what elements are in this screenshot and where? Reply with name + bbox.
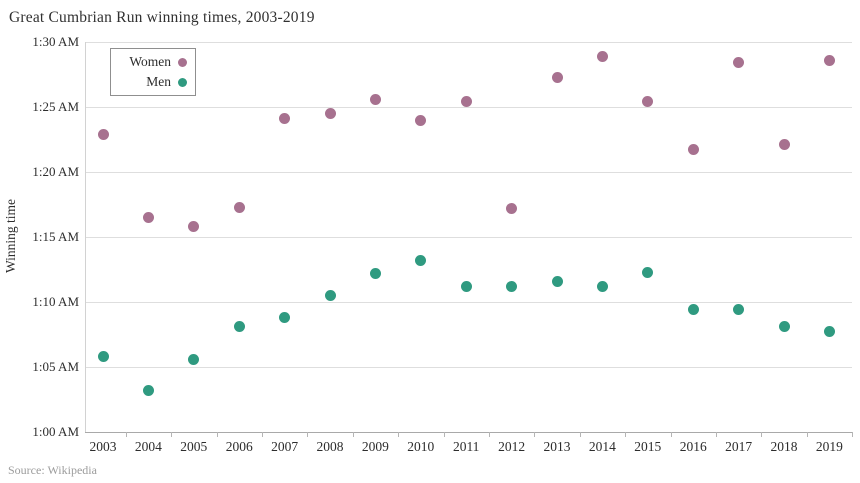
x-tick-2016 [715, 432, 717, 437]
x-tick-label-2014: 2014 [588, 439, 616, 454]
y-tick-label-1-25-AM: 1:25 AM [32, 99, 79, 114]
data-point-women-2019 [823, 54, 835, 66]
data-point-women-2015 [642, 96, 654, 108]
gridline-10 [85, 302, 852, 303]
x-tick-2003 [125, 432, 127, 437]
legend-swatch-women-icon [178, 57, 187, 67]
x-tick-2010 [443, 432, 445, 437]
y-tick-label-1-00-AM: 1:00 AM [32, 424, 79, 439]
data-point-men-2018 [778, 321, 790, 333]
x-tick-label-2004: 2004 [134, 439, 162, 454]
x-tick-label-2018: 2018 [770, 439, 798, 454]
data-point-women-2008 [324, 108, 336, 119]
legend-item-men: Men [117, 72, 187, 92]
x-tick-label-2008: 2008 [316, 439, 344, 454]
legend-label-women: Women [129, 54, 171, 69]
x-tick-2015 [670, 432, 672, 437]
x-tick-2019 [852, 432, 854, 437]
data-point-women-2018 [778, 139, 790, 151]
data-point-women-2014 [596, 50, 608, 62]
data-point-women-2017 [733, 57, 745, 69]
x-tick-label-2012: 2012 [498, 439, 526, 454]
data-point-men-2015 [642, 266, 654, 278]
y-tick-label-1-15-AM: 1:15 AM [32, 229, 79, 244]
source-note: Source: Wikipedia [8, 463, 97, 477]
y-tick-label-1-30-AM: 1:30 AM [32, 34, 79, 49]
legend-swatch-men-icon [178, 77, 187, 87]
x-tick-2009 [398, 432, 400, 437]
x-tick-2005 [216, 432, 218, 437]
data-point-men-2010 [415, 254, 427, 266]
data-point-women-2009 [369, 93, 381, 105]
data-point-men-2017 [733, 304, 745, 316]
legend-item-women: Women [117, 52, 187, 72]
data-point-men-2008 [324, 290, 336, 301]
x-tick-2014 [625, 432, 627, 437]
x-tick-label-2016: 2016 [679, 439, 707, 454]
x-tick-2011 [488, 432, 490, 437]
x-tick-label-2013: 2013 [543, 439, 571, 454]
x-tick-label-2017: 2017 [725, 439, 753, 454]
data-point-men-2012 [506, 280, 518, 292]
x-tick-2013 [579, 432, 581, 437]
data-point-women-2004 [142, 212, 154, 223]
data-point-men-2011 [460, 280, 472, 292]
data-point-men-2004 [142, 384, 154, 396]
data-point-women-2005 [188, 221, 200, 233]
x-tick-label-2010: 2010 [407, 439, 435, 454]
chart-title: Great Cumbrian Run winning times, 2003-2… [9, 9, 315, 26]
x-tick-2012 [534, 432, 536, 437]
data-point-men-2013 [551, 275, 563, 287]
data-point-men-2019 [823, 326, 835, 338]
x-tick-label-2019: 2019 [815, 439, 843, 454]
data-point-men-2009 [369, 267, 381, 279]
data-point-men-2016 [687, 304, 699, 316]
data-point-men-2007 [279, 312, 291, 324]
data-point-women-2011 [460, 96, 472, 108]
x-tick-2007 [307, 432, 309, 437]
y-tick-label-1-10-AM: 1:10 AM [32, 294, 79, 309]
x-tick-label-2007: 2007 [271, 439, 299, 454]
data-point-women-2006 [233, 201, 245, 213]
x-tick-2018 [806, 432, 808, 437]
x-tick-2017 [761, 432, 763, 437]
x-tick-label-2015: 2015 [634, 439, 662, 454]
legend: Women Men [110, 48, 196, 96]
x-tick-label-2003: 2003 [89, 439, 117, 454]
x-tick-2008 [352, 432, 354, 437]
data-point-women-2013 [551, 71, 563, 83]
y-axis-line [85, 42, 86, 432]
data-point-women-2012 [506, 202, 518, 214]
x-axis-line [85, 432, 852, 433]
x-tick-label-2009: 2009 [361, 439, 389, 454]
data-point-women-2016 [687, 144, 699, 156]
data-point-men-2014 [596, 280, 608, 292]
gridline-5 [85, 367, 852, 368]
x-tick-label-2006: 2006 [225, 439, 253, 454]
y-tick-label-1-05-AM: 1:05 AM [32, 359, 79, 374]
gridline-20 [85, 172, 852, 173]
x-tick-2004 [171, 432, 173, 437]
legend-label-men: Men [146, 74, 171, 89]
x-tick-label-2011: 2011 [452, 439, 480, 454]
data-point-women-2010 [415, 114, 427, 126]
x-tick-label-2005: 2005 [180, 439, 208, 454]
gridline-30 [85, 42, 852, 43]
gridline-15 [85, 237, 852, 238]
x-tick-2006 [261, 432, 263, 437]
data-point-men-2003 [97, 351, 109, 363]
gridline-25 [85, 107, 852, 108]
data-point-men-2005 [188, 353, 200, 365]
data-point-men-2006 [233, 321, 245, 333]
y-tick-label-1-20-AM: 1:20 AM [32, 164, 79, 179]
data-point-women-2007 [279, 113, 291, 125]
data-point-women-2003 [97, 128, 109, 140]
